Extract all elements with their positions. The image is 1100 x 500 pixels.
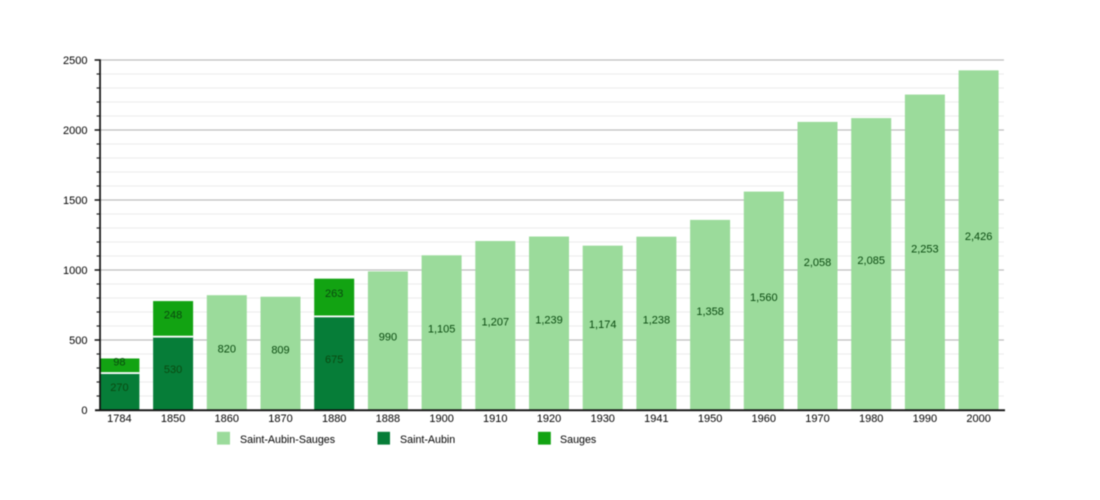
svg-text:1,560: 1,560 [750,292,778,304]
svg-text:2,253: 2,253 [911,243,939,255]
svg-text:1850: 1850 [161,413,185,425]
svg-text:1,358: 1,358 [696,306,724,318]
svg-text:1860: 1860 [215,413,239,425]
svg-text:820: 820 [218,344,236,356]
svg-text:1,105: 1,105 [428,324,456,336]
svg-text:1990: 1990 [913,413,937,425]
svg-text:1900: 1900 [429,413,453,425]
svg-text:2000: 2000 [966,413,990,425]
svg-text:1930: 1930 [590,413,614,425]
svg-text:1910: 1910 [483,413,507,425]
svg-text:809: 809 [271,344,289,356]
svg-text:Saint-Aubin: Saint-Aubin [400,434,455,446]
svg-text:2,085: 2,085 [857,255,885,267]
svg-text:248: 248 [164,309,182,321]
svg-text:1888: 1888 [376,413,400,425]
svg-text:1500: 1500 [63,195,87,207]
svg-text:1941: 1941 [644,413,668,425]
svg-text:1870: 1870 [268,413,292,425]
svg-text:263: 263 [325,288,343,300]
svg-text:990: 990 [379,332,397,344]
svg-text:500: 500 [69,335,87,347]
svg-text:1,239: 1,239 [535,314,563,326]
svg-text:1784: 1784 [107,413,131,425]
svg-text:1,207: 1,207 [482,317,510,329]
svg-text:1970: 1970 [805,413,829,425]
svg-text:0: 0 [81,405,87,417]
svg-text:2000: 2000 [63,125,87,137]
svg-text:1880: 1880 [322,413,346,425]
svg-text:1980: 1980 [859,413,883,425]
svg-text:98: 98 [113,356,125,368]
svg-text:1,238: 1,238 [643,314,671,326]
svg-text:1,174: 1,174 [589,319,617,331]
svg-text:2,058: 2,058 [804,257,832,269]
svg-text:675: 675 [325,354,343,366]
svg-text:530: 530 [164,364,182,376]
svg-text:Sauges: Sauges [560,434,596,446]
svg-text:1950: 1950 [698,413,722,425]
svg-text:2500: 2500 [63,55,87,67]
svg-text:Saint-Aubin-Sauges: Saint-Aubin-Sauges [240,434,335,446]
svg-text:2,426: 2,426 [965,231,993,243]
svg-text:1960: 1960 [752,413,776,425]
svg-text:1920: 1920 [537,413,561,425]
svg-text:1000: 1000 [63,265,87,277]
svg-text:270: 270 [110,382,128,394]
